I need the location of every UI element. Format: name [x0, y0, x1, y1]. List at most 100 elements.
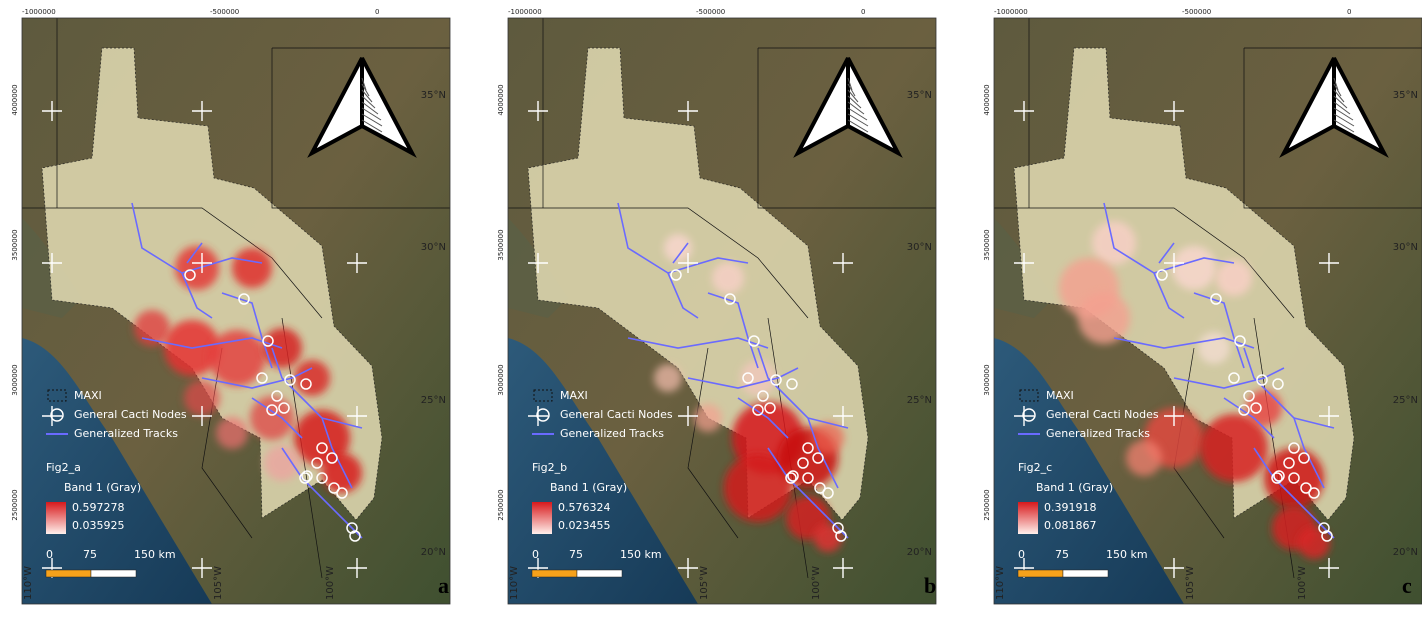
- scale-bar-white: [1062, 569, 1109, 578]
- cacti-node: [832, 522, 844, 534]
- legend-node-swatch: [536, 408, 550, 422]
- maxi-region: [527, 47, 869, 521]
- left-coord: 4000000: [983, 84, 991, 115]
- scale-label: 0: [532, 548, 539, 561]
- scale-label: 150 km: [134, 548, 176, 561]
- lat-label: 35°N: [907, 90, 932, 101]
- cacti-node: [311, 457, 323, 469]
- map-body: [22, 18, 450, 604]
- north-hatch: [361, 83, 370, 97]
- legend-node-swatch: [50, 408, 64, 422]
- grid-cross: [42, 101, 62, 121]
- scale-label: 0: [1018, 548, 1025, 561]
- scale-label: 150 km: [620, 548, 662, 561]
- grid-cross: [192, 558, 212, 578]
- legend-maxi-swatch: [533, 389, 553, 402]
- track: [737, 397, 789, 439]
- scale-bar-orange: [45, 569, 92, 578]
- legend-min: 0.081867: [1044, 519, 1097, 532]
- cacti-node: [822, 487, 834, 499]
- grid-cross: [833, 558, 853, 578]
- legend-tracks: Generalized Tracks: [74, 427, 178, 440]
- cacti-node: [346, 522, 358, 534]
- cacti-node: [786, 378, 798, 390]
- cacti-node: [1288, 472, 1300, 484]
- north-hatch: [1333, 119, 1355, 133]
- cacti-node: [1273, 470, 1285, 482]
- north-hatch: [1333, 113, 1355, 127]
- grid-cross: [678, 558, 698, 578]
- lat-label: 25°N: [907, 395, 932, 406]
- north-hatch: [847, 113, 869, 127]
- grid-cross: [1164, 101, 1184, 121]
- grid-cross: [192, 253, 212, 273]
- grid-cross: [347, 406, 367, 426]
- lat-label: 30°N: [907, 242, 932, 253]
- suitability-patch: [1198, 332, 1230, 364]
- grid-cross: [678, 101, 698, 121]
- cacti-node: [835, 530, 847, 542]
- north-hatch: [361, 119, 383, 133]
- north-arrow-right: [846, 57, 903, 158]
- grid-cross: [1014, 101, 1034, 121]
- cacti-node: [336, 487, 348, 499]
- left-coord: 4000000: [11, 84, 19, 115]
- suitability-patch: [184, 380, 220, 416]
- track: [707, 292, 759, 369]
- cacti-node: [1272, 378, 1284, 390]
- track: [1223, 397, 1275, 439]
- suitability-patch: [216, 417, 248, 449]
- cacti-node: [748, 335, 760, 347]
- lat-label: 20°N: [907, 547, 932, 558]
- track: [1158, 242, 1175, 264]
- left-coord: 2500000: [497, 489, 505, 520]
- legend-min: 0.035925: [72, 519, 125, 532]
- cacti-node: [770, 374, 782, 386]
- lon-label: 110°W: [509, 566, 520, 600]
- lon-label: 100°W: [325, 566, 336, 600]
- left-coord: 4000000: [497, 84, 505, 115]
- suitability-patch: [134, 310, 170, 346]
- scale-label: 75: [1055, 548, 1069, 561]
- map-frame: [21, 17, 451, 605]
- suitability-patch: [1126, 440, 1162, 476]
- grid-cross: [1319, 253, 1339, 273]
- grid-cross: [192, 406, 212, 426]
- left-coord: 3500000: [11, 229, 19, 260]
- lon-label: 110°W: [995, 566, 1006, 600]
- legend-maxi-swatch: [1019, 389, 1039, 402]
- cacti-node: [670, 269, 682, 281]
- lon-label: 110°W: [23, 566, 34, 600]
- grid-cross: [1319, 558, 1339, 578]
- cacti-node: [752, 404, 764, 416]
- suitability-patch: [209, 330, 265, 386]
- grid-cross: [42, 406, 62, 426]
- legend-band: Band 1 (Gray): [64, 481, 141, 494]
- left-coord: 2500000: [11, 489, 19, 520]
- lat-label: 25°N: [421, 395, 446, 406]
- suitability-patch: [1078, 292, 1130, 344]
- north-hatch: [1333, 89, 1345, 103]
- cacti-node: [284, 374, 296, 386]
- north-hatch: [361, 113, 383, 127]
- grid-cross: [1014, 253, 1034, 273]
- cacti-node: [1308, 487, 1320, 499]
- grid-cross: [528, 253, 548, 273]
- suitability-patch: [814, 524, 842, 552]
- cacti-node: [1243, 390, 1255, 402]
- top-coord: -1000000: [994, 8, 1028, 16]
- suitability-patch: [232, 248, 272, 288]
- cacti-node: [764, 402, 776, 414]
- suitability-patch: [724, 454, 792, 522]
- cacti-node: [256, 372, 268, 384]
- cacti-node: [1238, 404, 1250, 416]
- borders: [994, 18, 1422, 579]
- suitability-patch: [654, 364, 682, 392]
- cacti-node: [757, 390, 769, 402]
- north-hatch: [361, 77, 367, 91]
- top-coord: -500000: [210, 8, 239, 16]
- map-body: [508, 18, 936, 604]
- cacti-node: [271, 390, 283, 402]
- track: [627, 337, 769, 349]
- gulf: [22, 138, 82, 318]
